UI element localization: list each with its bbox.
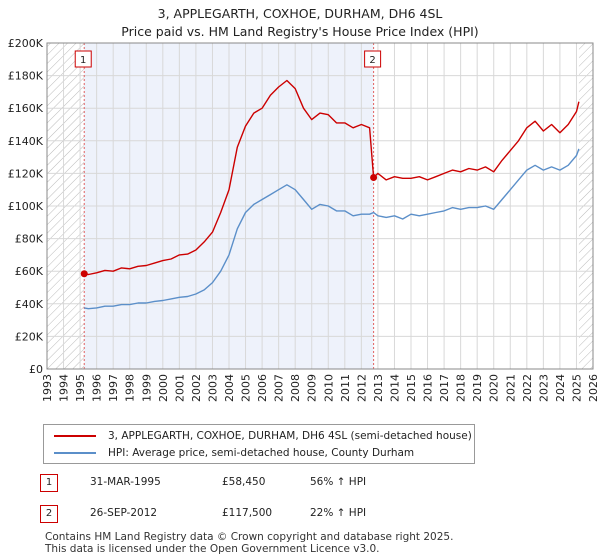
y-tick-label: £100K — [8, 200, 44, 213]
x-tick-label: 2011 — [339, 374, 352, 402]
sale-hpi-change: 56% ↑ HPI — [310, 476, 367, 488]
x-tick-label: 2012 — [355, 374, 368, 402]
x-tick-label: 2013 — [372, 374, 385, 402]
sale-date: 31-MAR-1995 — [90, 476, 161, 488]
footer-licence: This data is licensed under the Open Gov… — [45, 543, 380, 555]
sale-badge-chart — [364, 50, 382, 68]
sale-badge-label: 2 — [369, 55, 375, 66]
sale-date: 26-SEP-2012 — [90, 507, 158, 519]
chart-subtitle: Price paid vs. HM Land Registry's House … — [121, 24, 479, 39]
x-tick-label: 2010 — [322, 374, 335, 402]
y-tick-label: £40K — [15, 298, 44, 311]
legend: 3, APPLEGARTH, COXHOE, DURHAM, DH6 4SL (… — [43, 424, 475, 464]
footer-copyright: Contains HM Land Registry data © Crown c… — [45, 531, 454, 543]
x-tick-label: 1998 — [124, 374, 137, 402]
y-tick-label: £160K — [8, 102, 44, 115]
sale-badge: 2 — [40, 505, 58, 523]
x-tick-label: 2007 — [273, 374, 286, 402]
y-tick-label: £60K — [15, 265, 44, 278]
x-tick-label: 2019 — [471, 374, 484, 402]
chart-title: 3, APPLEGARTH, COXHOE, DURHAM, DH6 4SL — [157, 6, 443, 21]
x-tick-label: 2015 — [405, 374, 418, 402]
sale-row: 1 31-MAR-1995 £58,450 56% ↑ HPI — [40, 474, 440, 494]
x-tick-label: 1996 — [91, 374, 104, 402]
sale-badge-label: 1 — [80, 55, 86, 66]
legend-label-hpi: HPI: Average price, semi-detached house,… — [108, 447, 415, 459]
x-tick-label: 2002 — [190, 374, 203, 402]
x-tick-label: 2025 — [570, 374, 583, 402]
x-tick-label: 1994 — [58, 374, 71, 402]
x-tick-label: 2003 — [206, 374, 219, 402]
x-tick-label: 1995 — [74, 374, 87, 402]
y-tick-label: £120K — [8, 167, 44, 180]
x-tick-label: 1993 — [41, 374, 54, 402]
legend-swatch-property — [54, 435, 96, 437]
chart-area: £0 £20K £40K £60K £80K £100K £120K £140K £160K £1… — [8, 37, 600, 402]
x-tick-label: 2005 — [240, 374, 253, 402]
sale-badge: 1 — [40, 474, 58, 492]
sale-hpi-change: 22% ↑ HPI — [310, 507, 367, 519]
legend-swatch-hpi — [54, 452, 96, 454]
sale-price: £117,500 — [222, 507, 273, 519]
x-tick-label: 2020 — [488, 374, 501, 402]
y-tick-label: £20K — [15, 330, 44, 343]
sale-row: 2 26-SEP-2012 £117,500 22% ↑ HPI — [40, 505, 440, 525]
y-tick-label: £80K — [15, 233, 44, 246]
legend-item-hpi: HPI: Average price, semi-detached house,… — [54, 445, 414, 461]
sale-price: £58,450 — [222, 476, 266, 488]
sale-badge-chart — [74, 50, 92, 68]
price-paid-line — [84, 79, 580, 276]
x-tick-label: 2000 — [157, 374, 170, 402]
x-tick-label: 2022 — [521, 374, 534, 402]
x-tick-label: 2016 — [422, 374, 435, 402]
x-tick-label: 2006 — [256, 374, 269, 402]
x-tick-label: 1999 — [140, 374, 153, 402]
legend-label-property: 3, APPLEGARTH, COXHOE, DURHAM, DH6 4SL (… — [108, 430, 472, 442]
x-tick-label: 2024 — [554, 374, 567, 402]
y-tick-label: £180K — [8, 70, 44, 83]
footer: Contains HM Land Registry data © Crown c… — [45, 531, 453, 555]
legend-item-property: 3, APPLEGARTH, COXHOE, DURHAM, DH6 4SL (… — [54, 428, 472, 444]
x-tick-label: 2009 — [306, 374, 319, 402]
x-tick-label: 2008 — [289, 374, 302, 402]
x-tick-label: 2001 — [173, 374, 186, 402]
plot-frame — [46, 42, 594, 370]
y-tick-label: £140K — [8, 135, 44, 148]
sale-point — [370, 173, 378, 181]
x-tick-label: 2018 — [455, 374, 468, 402]
x-tick-label: 2004 — [223, 374, 236, 402]
x-tick-label: 2014 — [388, 374, 401, 402]
x-tick-label: 2021 — [504, 374, 517, 402]
hpi-line — [84, 148, 580, 310]
sale-point — [80, 270, 88, 278]
x-tick-label: 2026 — [587, 374, 600, 402]
x-tick-label: 2023 — [537, 374, 550, 402]
x-tick-label: 1997 — [107, 374, 120, 402]
y-tick-label: £0 — [29, 363, 43, 376]
x-tick-label: 2017 — [438, 374, 451, 402]
y-tick-label: £200K — [8, 37, 44, 50]
